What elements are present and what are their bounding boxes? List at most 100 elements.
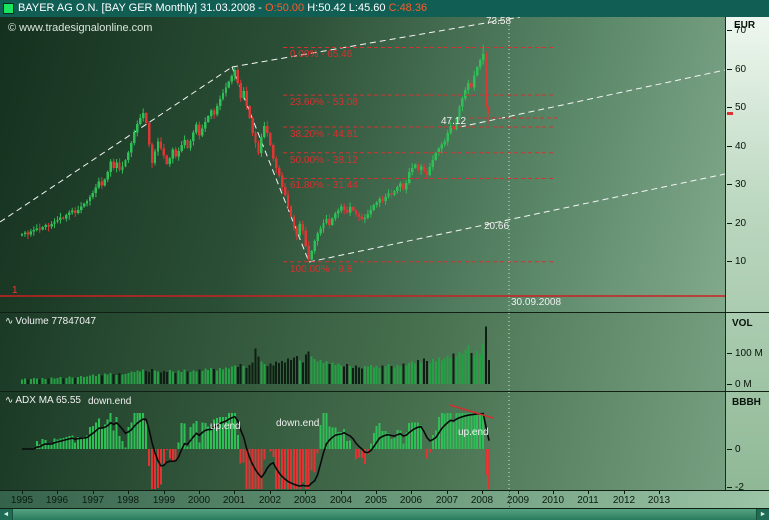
volume-bar — [334, 364, 337, 384]
oscillator-bar — [180, 422, 183, 449]
volume-bar — [420, 362, 423, 384]
oscillator-bar — [328, 426, 331, 449]
candle — [410, 167, 414, 173]
oscillator-bar — [461, 412, 464, 449]
volume-bar — [201, 370, 204, 384]
price-panel[interactable] — [0, 17, 769, 312]
price-tick-label: 10 — [735, 256, 747, 267]
volume-bar — [393, 367, 396, 384]
oscillator-bar — [387, 433, 390, 449]
scroll-left-button[interactable]: ◄ — [0, 509, 12, 520]
volume-axis-unit: VOL — [732, 318, 753, 329]
candle — [298, 224, 302, 236]
candle — [41, 227, 44, 230]
price-chart-canvas[interactable] — [0, 17, 725, 312]
price-tick-label: 40 — [735, 141, 747, 152]
scroll-right-button[interactable]: ► — [757, 509, 769, 520]
volume-bar — [319, 359, 322, 384]
volume-bar — [322, 362, 325, 384]
oscillator-bar — [476, 412, 479, 449]
oscillator-bar — [355, 449, 358, 460]
oscillator-bar — [71, 435, 74, 449]
candle — [295, 227, 299, 236]
volume-bar — [94, 375, 97, 384]
oscillator-bar — [349, 440, 352, 449]
candle — [408, 172, 411, 184]
candle — [242, 91, 245, 98]
oscillator-bar — [458, 412, 461, 449]
oscillator-chart-canvas[interactable] — [0, 392, 725, 490]
titlebar[interactable]: BAYER AG O.N. [BAY GER Monthly] 31.03.20… — [0, 0, 769, 17]
volume-bar — [148, 371, 151, 384]
volume-bar — [387, 364, 390, 384]
candle — [251, 118, 254, 134]
candle — [71, 210, 74, 213]
year-label: 2006 — [399, 495, 423, 506]
scrollbar-thumb[interactable] — [12, 509, 757, 520]
candle — [260, 137, 263, 153]
year-label: 2009 — [506, 495, 530, 506]
volume-bar — [186, 371, 189, 384]
horizontal-scrollbar[interactable]: ◄ ► — [0, 509, 769, 520]
candle — [53, 221, 56, 225]
oscillator-bar — [411, 422, 414, 449]
volume-bar — [446, 356, 449, 384]
pane-flag-label: 1 — [12, 285, 18, 296]
volume-bar — [440, 360, 443, 384]
oscillator-bar — [47, 444, 50, 449]
candle — [82, 203, 86, 207]
volume-bar — [295, 356, 298, 384]
candle — [23, 232, 27, 235]
axis-tick-label: 0 M — [735, 379, 752, 390]
volume-bar — [106, 374, 109, 384]
volume-bar — [434, 361, 437, 384]
year-label: 1996 — [45, 495, 69, 506]
volume-bar — [53, 378, 56, 384]
candle — [162, 148, 166, 156]
oscillator-bar — [97, 418, 100, 449]
price-tick-dash — [727, 146, 732, 147]
candle — [304, 230, 307, 246]
volume-bar — [479, 354, 482, 384]
oscillator-bar — [112, 430, 115, 449]
volume-bar — [136, 370, 139, 384]
candle — [118, 162, 121, 171]
volume-bar — [56, 378, 59, 384]
volume-bar — [301, 362, 304, 384]
candle — [85, 200, 89, 204]
price-tick-label: 20 — [735, 218, 747, 229]
oscillator-bar — [384, 430, 387, 449]
year-tick — [624, 491, 625, 494]
candle — [269, 133, 272, 146]
oscillator-bar — [230, 412, 233, 449]
candle — [378, 199, 381, 203]
volume-bar — [109, 372, 112, 384]
volume-bar — [83, 377, 86, 384]
year-label: 1999 — [152, 495, 176, 506]
candle — [221, 93, 225, 99]
year-tick — [518, 491, 519, 494]
candle — [198, 124, 201, 136]
candle — [239, 83, 242, 98]
oscillator-bar — [425, 449, 428, 459]
oscillator-bar — [213, 419, 216, 449]
oscillator-bar — [325, 412, 328, 449]
volume-bar — [411, 361, 414, 384]
oscillator-bar — [473, 412, 476, 449]
volume-chart-canvas[interactable] — [0, 313, 725, 391]
candle — [266, 125, 269, 134]
time-axis[interactable]: 1995 1996 1997 1998 1999 2000 2001 2002 2003 2004… — [0, 491, 769, 509]
oscillator-bar — [91, 426, 94, 449]
candle — [458, 106, 461, 118]
volume-bar — [44, 379, 47, 384]
candle — [201, 128, 204, 136]
volume-bar — [224, 367, 227, 384]
oscillator-bar — [219, 417, 222, 449]
value-axis-column[interactable]: EUR VOL BBBH 70 60 50 40 30 20 10 100 M 0 M 0 -2 — [725, 17, 769, 493]
oscillator-bar — [399, 430, 402, 449]
oscillator-bar — [139, 412, 142, 449]
oscillator-bar — [77, 436, 80, 449]
title-close-value: C:48.36 — [388, 2, 428, 14]
candle — [50, 224, 53, 227]
candle — [35, 228, 38, 230]
